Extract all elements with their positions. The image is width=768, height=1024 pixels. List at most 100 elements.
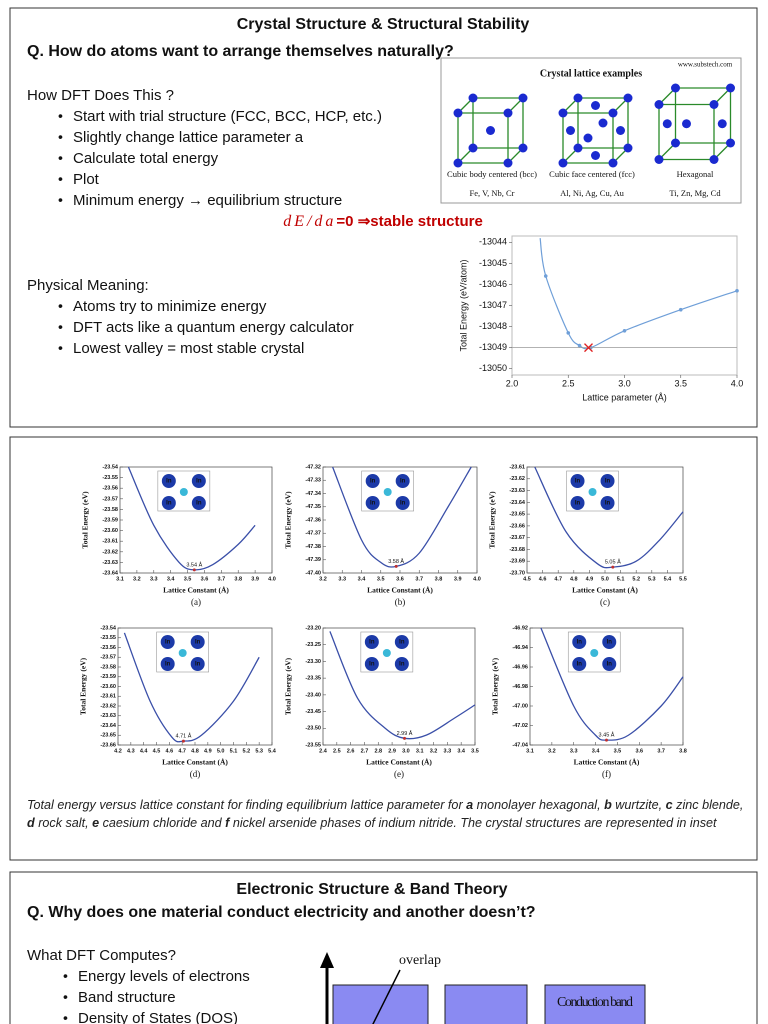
y-tick-label: -23.59 (102, 517, 118, 523)
x-axis-label: Lattice Constant (Å) (163, 586, 229, 595)
y-tick-label: -23.30 (305, 659, 321, 665)
x-tick-label: 3.5 (674, 378, 687, 388)
atom (468, 93, 478, 103)
x-tick-label: 5.1 (617, 576, 625, 582)
atom (365, 496, 380, 510)
y-tick-label: -23.61 (102, 539, 118, 545)
inset-cell (567, 631, 621, 673)
atom (709, 155, 719, 164)
atom-label: In (607, 662, 613, 668)
atom (161, 474, 176, 488)
y-tick-label: -47.34 (305, 491, 322, 497)
x-tick-label: 3.5 (377, 576, 385, 582)
equation-math: dE/da (283, 213, 336, 230)
y-tick-label: -23.63 (100, 713, 116, 719)
x-tick-label: 3.3 (150, 576, 158, 582)
heading: Physical Meaning: (27, 277, 149, 294)
atom (503, 158, 513, 168)
caption-part: wurtzite, (611, 798, 666, 812)
y-axis-label: Total Energy (eV) (284, 657, 293, 715)
atom (161, 496, 176, 510)
data-point (543, 274, 548, 278)
minimum-point (181, 739, 185, 743)
y-tick-label: -23.60 (100, 684, 116, 690)
y-tick-label: -13045 (479, 258, 507, 268)
caption-part: c (665, 798, 673, 812)
atom (503, 108, 513, 118)
arrow-head (320, 952, 334, 968)
y-axis-label: Total Energy (eV/atom) (458, 259, 468, 351)
heading: What DFT Computes? (27, 947, 176, 964)
y-tick-label: -47.38 (305, 544, 321, 550)
y-tick-label: -23.25 (305, 642, 321, 648)
band (332, 984, 429, 1024)
x-tick-label: 4.0 (731, 378, 744, 388)
figure-elements: Al, Ni, Ag, Cu, Au (560, 188, 625, 198)
y-tick-label: -47.35 (305, 504, 321, 510)
minimum-label: 3.45 Å (599, 732, 615, 739)
x-tick-label: 4.5 (523, 576, 531, 582)
x-tick-label: 4.3 (127, 748, 135, 754)
minimum-point (394, 564, 398, 568)
atom (364, 657, 379, 671)
list-item: Atoms try to minimize energy (73, 298, 267, 315)
y-tick-label: -23.58 (102, 507, 118, 513)
x-axis-label: Lattice parameter (Å) (582, 392, 667, 402)
atom (558, 158, 568, 168)
atom (726, 83, 735, 93)
atom-label: In (195, 640, 201, 646)
minimum-label: 4.71 Å (175, 733, 191, 740)
x-tick-label: 3.4 (358, 576, 367, 582)
x-tick-label: 3.5 (471, 748, 479, 754)
atom-small (590, 649, 599, 657)
atom-label: In (165, 662, 171, 668)
atom (600, 474, 615, 488)
y-tick-label: -47.40 (305, 570, 321, 576)
atom-label: In (370, 479, 376, 485)
y-tick-label: -23.64 (509, 500, 526, 506)
atom (394, 657, 409, 671)
caption-part: d (27, 816, 35, 830)
atom-label: In (577, 662, 583, 668)
x-tick-label: 2.5 (562, 378, 575, 388)
band (444, 984, 528, 1024)
y-axis-label: Total Energy (eV) (284, 491, 293, 549)
y-tick-label: -23.65 (100, 733, 116, 739)
y-tick-label: -23.40 (305, 692, 321, 698)
data-point (735, 288, 739, 293)
x-tick-label: 3.0 (618, 378, 631, 388)
atom (486, 126, 495, 135)
x-tick-label: 3.2 (133, 576, 141, 582)
atom (573, 143, 583, 153)
atom-label: In (370, 501, 376, 507)
atom (190, 657, 205, 671)
x-tick-label: 5.0 (217, 748, 225, 754)
atom (726, 138, 735, 148)
x-tick-label: 4.6 (166, 748, 174, 754)
y-tick-label: -23.67 (509, 535, 525, 541)
atom (365, 474, 380, 488)
x-tick-label: 3.2 (548, 748, 556, 754)
atom (558, 108, 568, 118)
x-tick-label: 2.6 (347, 748, 355, 754)
bullet: • (58, 150, 63, 166)
bullet: • (58, 340, 63, 356)
y-tick-label: -23.70 (509, 570, 525, 576)
bullet: • (58, 171, 63, 187)
y-tick-label: -23.57 (100, 655, 116, 661)
figure-title: Crystal lattice examples (540, 68, 642, 79)
x-axis-label: Lattice Constant (Å) (366, 758, 432, 767)
y-tick-label: -23.55 (102, 475, 118, 481)
atom (160, 635, 175, 649)
list-item: Lowest valley = most stable crystal (73, 340, 304, 357)
atom (608, 158, 618, 168)
panel-caption: (a) (191, 597, 201, 607)
bullet: • (63, 1010, 68, 1024)
atom (709, 100, 719, 109)
inset-cell (360, 631, 414, 673)
x-tick-label: 5.4 (664, 576, 673, 582)
title: Crystal Structure & Structural Stability (237, 16, 530, 33)
x-tick-label: 3.7 (218, 576, 226, 582)
atom (602, 657, 617, 671)
